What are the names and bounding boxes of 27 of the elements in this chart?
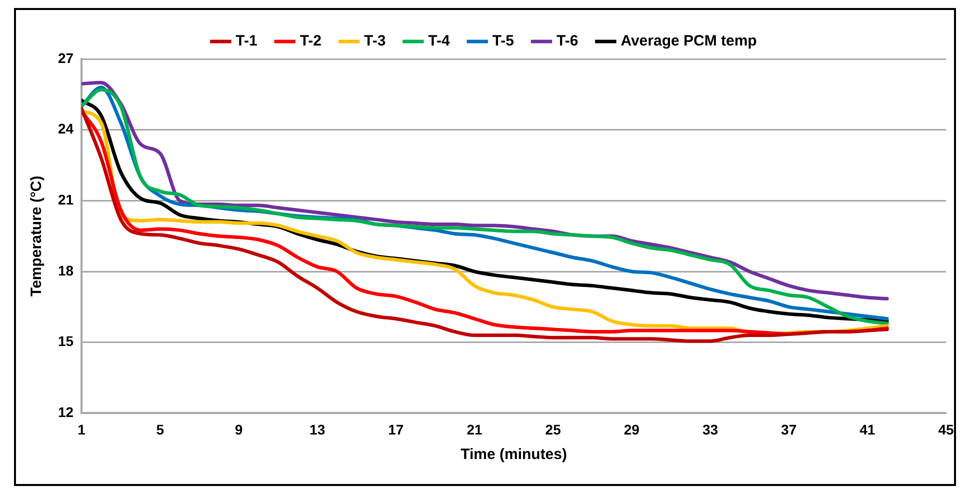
x-tick-label: 29 [624, 421, 640, 438]
y-tick-label: 27 [58, 50, 74, 66]
y-tick-label: 12 [58, 404, 74, 420]
y-tick-label: 24 [58, 120, 74, 137]
legend-label: T-4 [428, 32, 451, 50]
x-tick-label: 45 [938, 421, 954, 438]
y-tick-label: 18 [58, 262, 74, 278]
x-tick-label: 41 [860, 421, 876, 438]
x-tick-label: 1 [78, 421, 86, 438]
y-axis-title: Temperature (°C) [28, 176, 46, 296]
x-tick-label: 33 [702, 421, 718, 438]
x-axis-title: Time (minutes) [460, 446, 567, 464]
x-tick-label: 5 [156, 421, 164, 438]
y-tick-label: 21 [58, 192, 74, 208]
legend-label: T-6 [556, 32, 578, 50]
x-tick-label: 17 [388, 421, 404, 438]
y-tick-label: 15 [58, 333, 74, 350]
legend-label: T-1 [236, 32, 258, 50]
legend-label: T-3 [364, 32, 386, 50]
x-tick-label: 25 [545, 421, 562, 438]
x-tick-label: 9 [234, 421, 243, 438]
x-tick-label: 37 [781, 421, 797, 438]
legend-label: T-2 [300, 32, 322, 50]
legend-label: T-5 [492, 32, 514, 50]
legend-label: Average PCM temp [620, 32, 757, 50]
x-tick-label: 13 [310, 421, 326, 438]
x-tick-label: 21 [466, 421, 482, 438]
